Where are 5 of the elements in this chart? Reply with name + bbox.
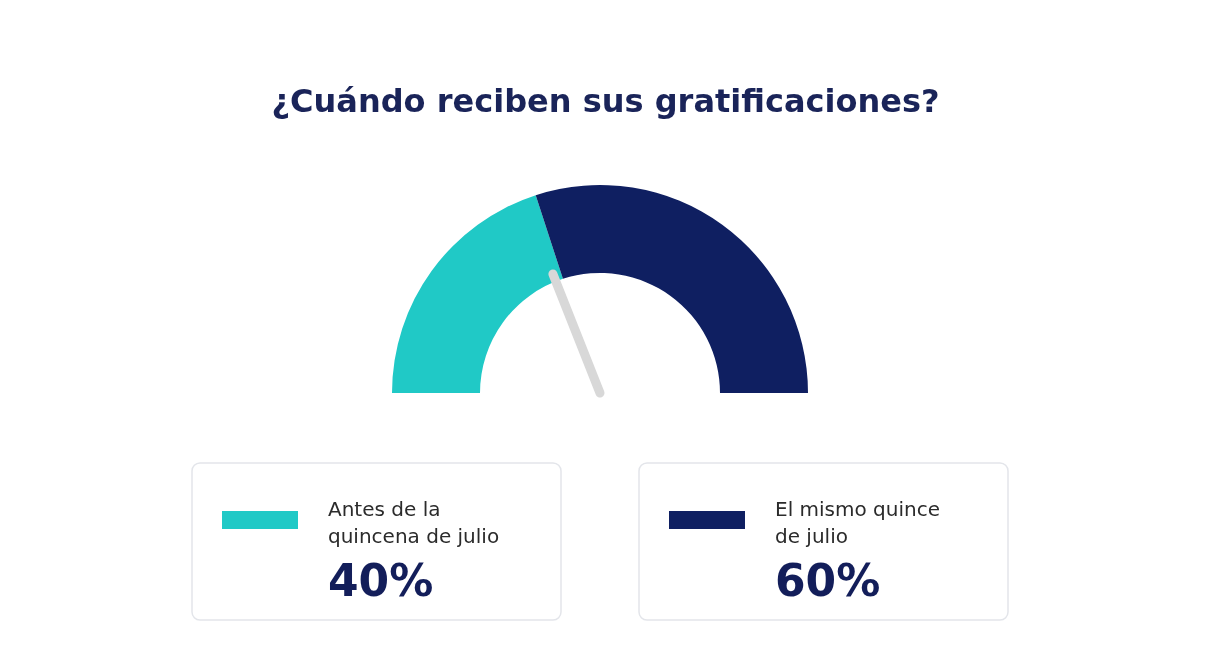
data-label: 40% <box>328 555 434 606</box>
chart-title: ¿Cuándo reciben sus gratificaciones? <box>271 82 940 120</box>
legend-label: Antes de la quincena de julio <box>328 497 500 548</box>
legend-label: El mismo quince de julio <box>775 497 940 548</box>
data-label: 60% <box>775 555 881 606</box>
